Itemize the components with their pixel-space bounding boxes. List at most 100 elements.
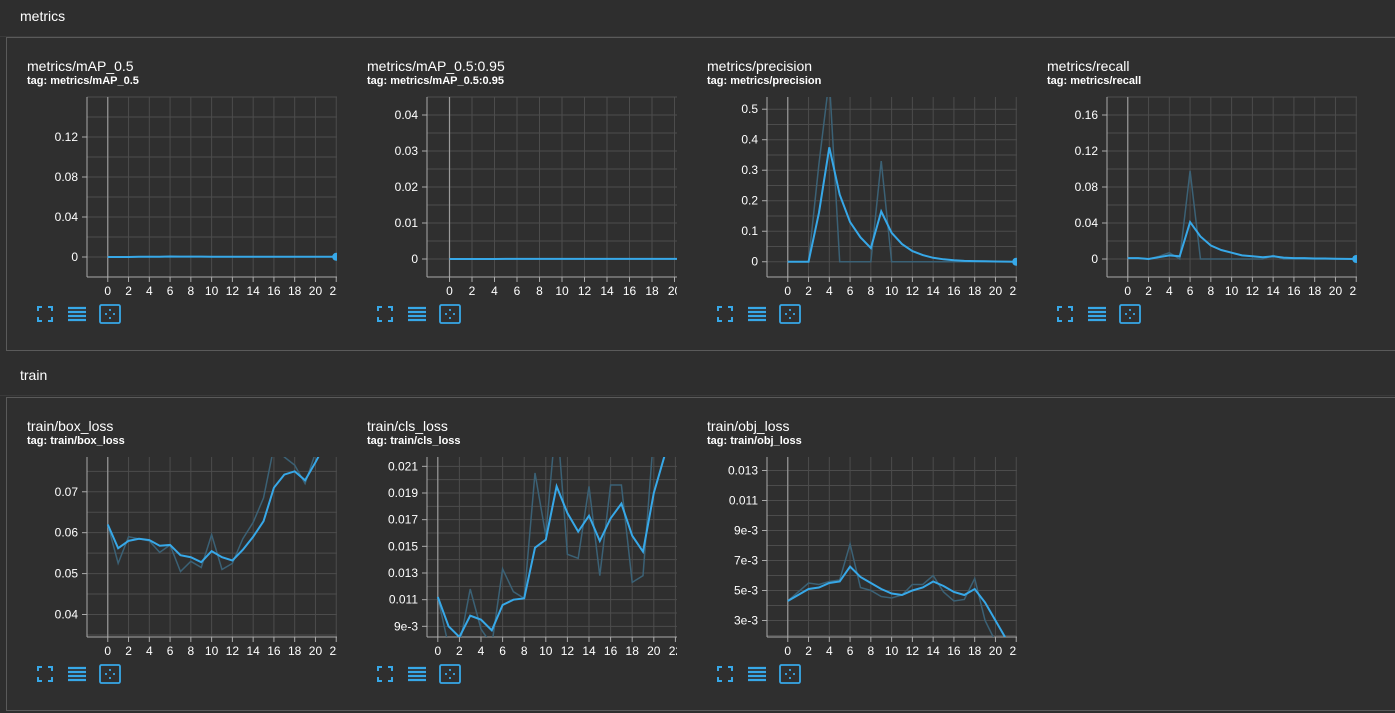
x-tick-label: 16 [947,644,961,657]
y-tick-label: 0 [71,250,78,264]
expand-icon[interactable] [35,304,55,324]
x-tick-label: 14 [926,284,940,297]
chart-title: train/obj_loss [707,418,790,434]
y-tick-label: 0.08 [1075,180,1099,194]
x-tick-label: 20 [309,644,323,657]
x-tick-label: 22 [330,644,337,657]
y-tick-label: 0.1 [741,224,758,238]
y-tick-label: 0.017 [388,513,418,527]
smoothed-series-line[interactable] [787,564,1007,639]
expand-icon[interactable] [375,664,395,684]
x-tick-label: 6 [1187,284,1194,297]
smoothed-series-line[interactable] [106,443,326,564]
x-tick-label: 10 [885,644,899,657]
raw-series-line [437,457,653,637]
x-tick-label: 16 [604,644,618,657]
x-tick-label: 12 [226,284,240,297]
chart-tag: tag: metrics/mAP_0.5 [27,75,139,87]
x-tick-label: 22 [330,284,337,297]
y-tick-label: 0.07 [55,485,79,499]
x-tick-label: 0 [104,284,111,297]
x-tick-label: 16 [623,284,637,297]
x-tick-label: 22 [1010,284,1017,297]
y-tick-label: 0.01 [395,216,419,230]
fit-domain-icon[interactable] [439,304,461,324]
expand-icon[interactable] [375,304,395,324]
log-scale-icon[interactable] [407,304,427,324]
chart-card: metrics/recall tag: metrics/recall 0 2 4 6 8… [1027,37,1357,337]
y-tick-label: 0.04 [55,608,79,622]
log-scale-icon[interactable] [67,664,87,684]
chart-card: metrics/mAP_0.5 tag: metrics/mAP_0.5 0 2 4… [7,37,337,337]
fit-domain-icon[interactable] [779,664,801,684]
x-tick-label: 0 [1124,284,1131,297]
chart-card: train/obj_loss tag: train/obj_loss 0 2 4 6 8… [687,397,1017,697]
y-tick-label: 0 [751,255,758,269]
line-chart[interactable]: 0 2 4 6 8 10 12 14 16 18 20 22 3e-3 5e-3 7e-3 9e-3 0.011… [687,397,1017,657]
smoothed-series-line[interactable] [787,147,1017,263]
expand-icon[interactable] [35,664,55,684]
line-chart[interactable]: 0 2 4 6 8 10 12 14 16 18 20 22 0.04 0.05 0.06 0.07 [7,397,337,657]
x-tick-label: 14 [926,644,940,657]
fit-domain-icon[interactable] [1119,304,1141,324]
fit-domain-icon[interactable] [99,304,121,324]
y-tick-label: 0.12 [55,130,79,144]
y-tick-label: 0.021 [388,459,418,473]
x-tick-label: 2 [1145,284,1152,297]
y-tick-label: 0.015 [388,539,418,553]
y-tick-label: 0.03 [395,144,419,158]
chart-tag: tag: train/cls_loss [367,435,461,447]
expand-icon[interactable] [715,664,735,684]
raw-series-line [107,457,315,573]
smoothed-series-line[interactable] [436,456,666,637]
expand-icon[interactable] [715,304,735,324]
last-point-marker[interactable] [1012,257,1017,266]
chart-tag: tag: train/box_loss [27,435,125,447]
x-tick-label: 4 [826,644,833,657]
log-scale-icon[interactable] [747,304,767,324]
x-tick-label: 0 [104,644,111,657]
chart-title: metrics/precision [707,58,813,74]
x-tick-label: 20 [647,644,661,657]
x-tick-label: 22 [1010,644,1017,657]
fit-domain-icon[interactable] [99,664,121,684]
x-tick-label: 8 [521,644,528,657]
line-chart[interactable]: 0 2 4 6 8 10 12 14 16 18 20 22 0 0.04 0.08 0.12 [7,37,337,297]
smoothed-series-line[interactable] [107,255,337,258]
expand-icon[interactable] [1055,304,1075,324]
x-tick-label: 18 [626,644,640,657]
log-scale-icon[interactable] [747,664,767,684]
last-point-marker[interactable] [332,252,337,261]
log-scale-icon[interactable] [407,664,427,684]
log-scale-icon[interactable] [67,304,87,324]
y-tick-label: 0.011 [389,593,418,607]
y-tick-label: 0.08 [55,170,79,184]
chart-card: metrics/precision tag: metrics/precision… [687,37,1017,337]
x-tick-label: 12 [906,644,920,657]
section-title: metrics [20,8,66,24]
chart-title: metrics/recall [1047,58,1130,74]
y-tick-label: 0.16 [1075,108,1099,122]
y-tick-label: 0 [1091,252,1098,266]
section-header-metrics[interactable]: metrics [0,0,1395,37]
y-tick-label: 0.04 [395,108,419,122]
line-chart[interactable]: 0 2 4 6 8 10 12 14 16 18 20 0 0.01 0.02 0.03 0.04 [347,37,677,297]
fit-domain-icon[interactable] [439,664,461,684]
line-chart[interactable]: 0 2 4 6 8 10 12 14 16 18 20 22 0 0.04 0.08 0.12 0.16 [1027,37,1357,297]
x-tick-label: 4 [146,644,153,657]
smoothed-series-line[interactable] [1127,219,1357,261]
last-point-marker[interactable] [1352,255,1357,263]
x-tick-label: 4 [1166,284,1173,297]
y-tick-label: 9e-3 [734,524,758,538]
x-tick-label: 0 [784,284,791,297]
fit-domain-icon[interactable] [779,304,801,324]
log-scale-icon[interactable] [1087,304,1107,324]
y-tick-label: 0.2 [741,194,758,208]
line-chart[interactable]: 0 2 4 6 8 10 12 14 16 18 20 22 9e-3 0.011 0.013 0.015 0.… [347,397,677,657]
y-tick-label: 5e-3 [734,584,758,598]
chart-card: train/cls_loss tag: train/cls_loss 0 2 4 6 8… [347,397,677,697]
chart-tag: tag: metrics/recall [1047,75,1142,87]
section-header-train[interactable]: train [0,359,1395,396]
x-tick-label: 18 [288,284,302,297]
line-chart[interactable]: 0 2 4 6 8 10 12 14 16 18 20 22 0 0.1 0.2 0.3 0.4 0.5 [687,37,1017,297]
